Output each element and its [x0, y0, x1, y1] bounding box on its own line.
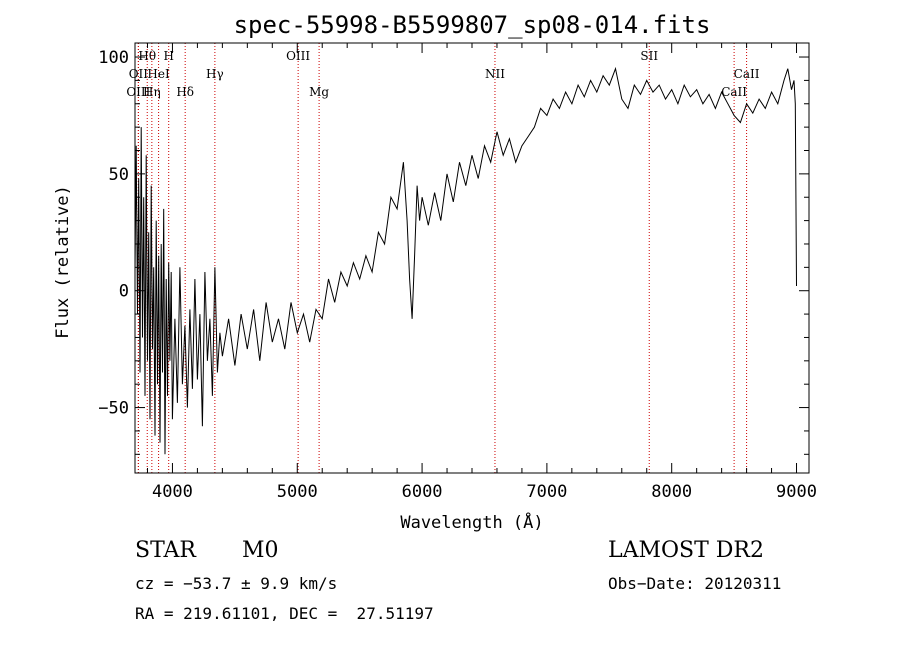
spectrum-series: [134, 66, 797, 455]
line-label-13: CaII: [721, 85, 747, 99]
line-label-10: NII: [485, 67, 505, 81]
line-label-0: Hθ: [138, 49, 156, 63]
chart-title: spec-55998-B5599807_sp08-014.fits: [234, 11, 711, 39]
redshift-velocity: cz = −53.7 ± 9.9 km/s: [135, 574, 338, 593]
line-label-3: HeI: [147, 67, 170, 81]
line-label-9: Mg: [309, 85, 329, 99]
line-label-8: OIII: [286, 49, 310, 63]
x-tick-label-5: 9000: [776, 482, 817, 502]
x-tick-label-3: 7000: [526, 482, 567, 502]
object-subclass: M0: [242, 538, 279, 563]
x-tick-label-1: 5000: [277, 482, 318, 502]
axis-ticks: 4000 5000 6000 7000 8000 9000 −50 0 50 100: [98, 43, 817, 502]
line-label-5: OIII: [126, 85, 150, 99]
line-label-12: CaII: [734, 67, 760, 81]
object-type: STAR: [135, 538, 196, 563]
line-label-7: Hδ: [176, 85, 194, 99]
x-tick-label-4: 8000: [651, 482, 692, 502]
x-tick-label-0: 4000: [152, 482, 193, 502]
x-axis-label: Wavelength (Å): [400, 511, 543, 533]
y-tick-label-2: 50: [109, 165, 129, 185]
plot-frame: [134, 42, 810, 474]
line-label-6: Hη: [143, 85, 161, 99]
y-tick-label-3: 100: [98, 48, 129, 68]
line-label-1: H: [163, 49, 173, 63]
spectrum-line-0: [134, 66, 797, 455]
x-tick-label-2: 6000: [402, 482, 443, 502]
y-axis-label: Flux (relative): [53, 185, 73, 339]
survey-name: LAMOST DR2: [608, 538, 764, 563]
y-tick-label-0: −50: [98, 399, 129, 419]
coordinates: RA = 219.61101, DEC = 27.51197: [135, 604, 434, 623]
observation-date: Obs−Date: 20120311: [608, 574, 782, 593]
line-label-4: Hγ: [206, 67, 224, 81]
line-label-11: SII: [640, 49, 658, 63]
y-tick-label-1: 0: [119, 282, 129, 302]
